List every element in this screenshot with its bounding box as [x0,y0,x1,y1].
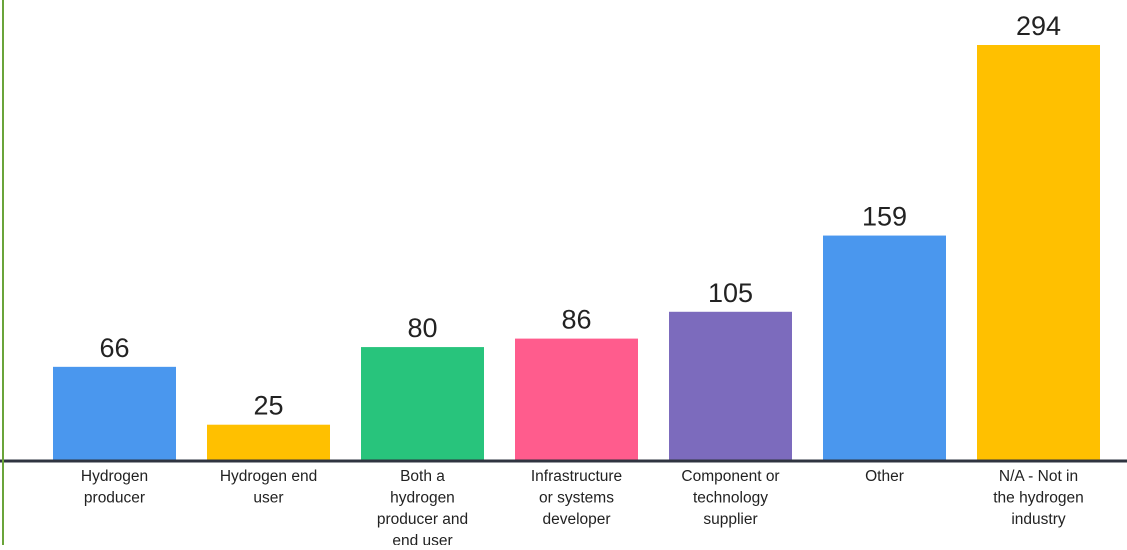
bar [207,424,330,460]
bar [515,338,638,460]
category-label-line: end user [392,533,452,546]
category-label-line: supplier [703,511,757,528]
bar [361,347,484,460]
category-label: Other [865,468,904,485]
value-label: 294 [1016,11,1061,41]
value-label: 25 [253,391,283,421]
value-label: 66 [99,333,129,363]
category-label-line: user [253,490,283,507]
category-label-line: technology [693,490,768,507]
category-label: Both a hydrogen producer and end user [377,468,468,545]
category-label: Hydrogen producer [81,468,148,507]
value-label: 80 [407,313,437,343]
category-label: Component or technology supplier [681,468,779,528]
category-label-line: developer [542,511,610,528]
category-label: Infrastructure or systems developer [531,468,622,528]
category-label-line: or systems [539,490,614,507]
category-label-line: producer [84,490,145,507]
category-label-line: Other [865,468,904,485]
bar [53,366,176,460]
category-label-line: Hydrogen [81,468,148,485]
category-label-line: Both a [400,468,445,485]
bar [823,235,946,460]
category-label-line: N/A - Not in [999,468,1078,485]
category-label-line: Hydrogen end [220,468,317,485]
category-label: Hydrogen end user [220,468,317,507]
value-label: 86 [561,305,591,335]
category-label-line: hydrogen [390,490,455,507]
left-border-line [2,0,4,545]
category-label-line: Component or [681,468,779,485]
bar [669,311,792,460]
category-label: N/A - Not in the hydrogen industry [993,468,1084,528]
category-label-line: industry [1011,511,1066,528]
category-label-line: the hydrogen [993,490,1084,507]
bar [977,45,1100,460]
value-label: 159 [862,202,907,232]
value-label: 105 [708,278,753,308]
category-label-line: Infrastructure [531,468,622,485]
category-label-line: producer and [377,511,468,528]
